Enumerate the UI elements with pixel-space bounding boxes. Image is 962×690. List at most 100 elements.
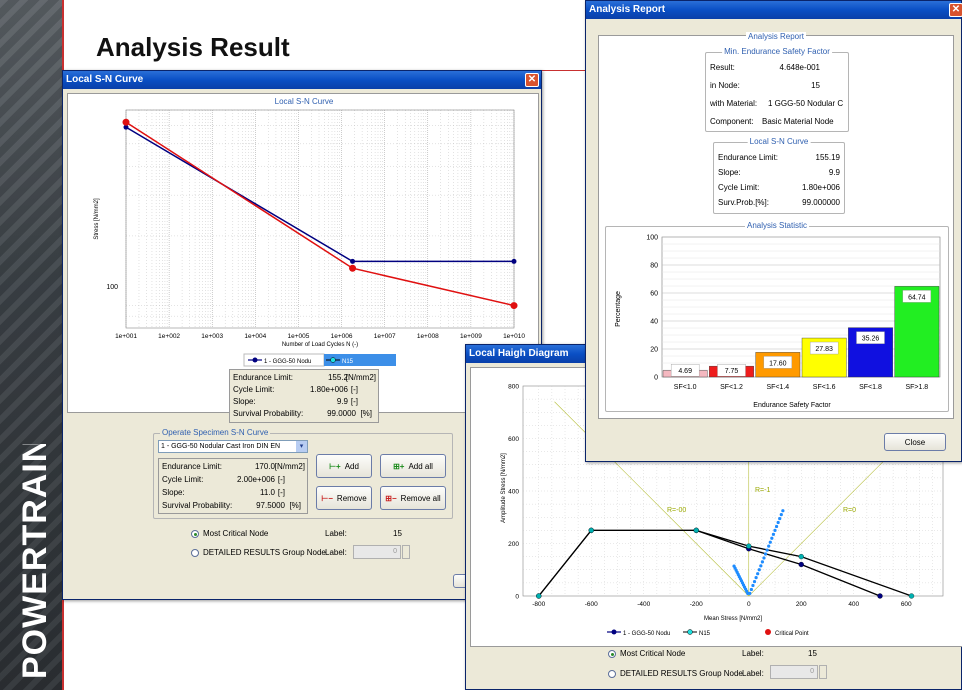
- report-endurance-label: Endurance Limit:: [718, 153, 779, 162]
- sn-surv-label: Survival Probability:: [233, 409, 304, 418]
- haigh-detailed-label-text: Label:: [742, 669, 764, 678]
- sn-surv-unit: [%]: [360, 409, 372, 418]
- haigh-label-spinner[interactable]: [819, 665, 827, 679]
- slide-rule: [540, 70, 588, 71]
- haigh-point-node: [908, 593, 915, 599]
- haigh-label-input[interactable]: 0: [770, 665, 818, 679]
- material-select[interactable]: 1 - GGG-50 Nodular Cast Iron DIN EN ▾: [158, 440, 308, 453]
- haigh-node-point: [770, 536, 774, 540]
- haigh-node-point: [749, 587, 753, 592]
- haigh-node-point: [781, 509, 785, 513]
- bar-data-label-box: [717, 363, 746, 377]
- haigh-y-tick: 600: [508, 436, 519, 443]
- result-value: 4.648e-001: [779, 63, 820, 72]
- op-surv-unit: [%]: [289, 501, 301, 510]
- bar-y-tick: 100: [646, 235, 658, 242]
- node-label: in Node:: [710, 81, 740, 90]
- bar-data-label-box: [856, 331, 885, 344]
- bar-x-tick: SF>1.8: [905, 384, 928, 391]
- report-window-titlebar[interactable]: Analysis Report ✕: [586, 1, 962, 19]
- haigh-ticks: -800 -600 -400 -200 0 200 400 600 0 200 400 600 800: [508, 384, 912, 609]
- report-slope-value: 9.9: [828, 168, 840, 177]
- bar-x-tick: SF<1.4: [766, 384, 789, 391]
- haigh-detailed-label: DETAILED RESULTS Group Node: [620, 669, 743, 678]
- haigh-x-tick: 200: [796, 601, 807, 608]
- most-critical-radio[interactable]: [191, 530, 199, 538]
- haigh-node-point: [774, 524, 779, 529]
- haigh-y-tick: 0: [515, 594, 519, 601]
- haigh-most-critical-label: Most Critical Node: [620, 649, 686, 658]
- haigh-point-node: [693, 527, 699, 534]
- remove-button[interactable]: ⊢− Remove: [316, 486, 372, 510]
- haigh-point-material: [798, 561, 804, 568]
- haigh-ratio-r1: R=-1: [755, 487, 770, 494]
- sn-legend-material: 1 - GGG-50 Nodu: [264, 359, 311, 365]
- haigh-most-critical-radio[interactable]: [608, 650, 616, 658]
- haigh-point-material: [877, 593, 883, 599]
- chevron-down-icon[interactable]: ▾: [296, 441, 307, 452]
- label-spinner[interactable]: [402, 545, 410, 559]
- sn-x-tick: 1e+005: [288, 333, 310, 340]
- haigh-node-point: [779, 513, 783, 517]
- haigh-label-input-value: 0: [810, 668, 814, 675]
- sn-x-tick: 1e+010: [503, 333, 525, 340]
- bar-data-label-box: [902, 290, 932, 303]
- material-label: with Material:: [710, 99, 758, 108]
- remove-all-button[interactable]: ⊞− Remove all: [380, 486, 446, 510]
- bar-y-tick: 40: [650, 319, 658, 326]
- haigh-node-point: [776, 520, 780, 525]
- sn-chart-panel: Local S-N Curve 1e+001 1e+002 1e+003 1e+004…: [67, 93, 539, 413]
- add-all-button[interactable]: ⊞+ Add all: [380, 454, 446, 478]
- report-cycle-label: Cycle Limit:: [718, 183, 760, 192]
- haigh-node-point: [754, 576, 758, 580]
- sn-point-node: [349, 264, 357, 272]
- bar-y-ticks: 0 20 40 60 80 100: [646, 235, 658, 382]
- sn-slope-value: 9.9: [336, 397, 348, 406]
- haigh-legend-marker-node: [687, 629, 693, 635]
- haigh-legend-marker-material: [611, 629, 617, 635]
- haigh-node-point: [751, 583, 755, 588]
- sn-chart-title: Local S-N Curve: [275, 97, 334, 106]
- operate-info-box: Endurance Limit: 170.0 [N/mm2] Cycle Lim…: [158, 458, 308, 514]
- op-slope-label: Slope:: [162, 488, 185, 497]
- report-heading: Analysis Report: [745, 32, 807, 41]
- detailed-label: DETAILED RESULTS Group Node: [203, 548, 326, 557]
- sn-window-titlebar[interactable]: Local S-N Curve ✕: [63, 71, 541, 89]
- sn-line-node: [125, 121, 515, 307]
- haigh-ratio-line: [748, 448, 896, 597]
- close-button[interactable]: Close: [884, 433, 946, 451]
- sn-endurance-unit: [N/mm2]: [345, 373, 376, 382]
- haigh-point-node: [798, 553, 804, 560]
- close-icon[interactable]: ✕: [525, 73, 539, 87]
- add-button[interactable]: ⊢+ Add: [316, 454, 372, 478]
- op-endurance-unit: [N/mm2]: [274, 462, 305, 471]
- report-cycle-value: 1.80e+006: [801, 183, 840, 192]
- sn-x-axis-label: Number of Load Cycles N (-): [282, 342, 358, 348]
- slide-title: Analysis Result: [96, 32, 290, 62]
- bar-data-label-box: [763, 356, 793, 369]
- result-label: Result:: [710, 63, 735, 72]
- haigh-line-node: [538, 529, 912, 597]
- haigh-label-value: 15: [808, 649, 817, 658]
- report-close-icon[interactable]: ✕: [949, 3, 962, 17]
- label-input[interactable]: 0: [353, 545, 401, 559]
- report-panel: Analysis Report Min. Endurance Safety Fa…: [598, 32, 954, 419]
- haigh-label-text: Label:: [742, 649, 764, 658]
- haigh-detailed-radio[interactable]: [608, 670, 616, 678]
- op-endurance-label: Endurance Limit:: [162, 462, 223, 471]
- report-slope-label: Slope:: [718, 168, 741, 177]
- sn-legend: 1 - GGG-50 Nodu N15: [243, 353, 396, 367]
- bar-data-label: 7.75: [725, 368, 739, 375]
- haigh-node-point: [767, 544, 771, 548]
- sidebar-texture: [0, 0, 62, 690]
- bar-data-label: 64.74: [908, 294, 926, 301]
- bar-data-label: 17.60: [769, 360, 787, 367]
- detailed-radio[interactable]: [191, 549, 199, 557]
- bar-x-tick: SF<1.6: [813, 384, 836, 391]
- sn-point-material: [350, 258, 356, 264]
- haigh-legend-material: 1 - GGG-50 Nodu: [623, 631, 670, 637]
- haigh-point-node: [536, 593, 542, 599]
- haigh-x-tick: 600: [901, 601, 912, 608]
- report-surv-value: 99.000000: [802, 198, 840, 207]
- bar-y-axis-label: Percentage: [615, 291, 622, 327]
